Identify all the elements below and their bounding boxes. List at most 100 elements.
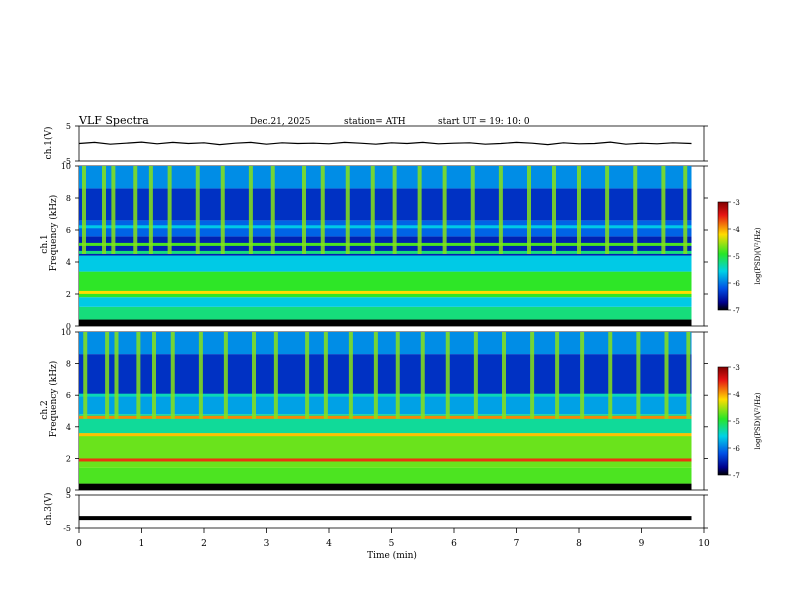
ch1-spec-channel-label: ch.1: [40, 234, 50, 253]
spec2-burst-20: [555, 332, 560, 419]
spec2-burst-12: [348, 332, 353, 419]
time-tick-label-3: 3: [264, 539, 270, 549]
spec1-band-5: [79, 236, 692, 256]
spec2-colorbar-scale: [717, 366, 729, 476]
spec1-line-3: [79, 242, 692, 246]
spec1-band-1: [79, 306, 692, 320]
spec2-band-5: [79, 354, 692, 396]
spec2-burst-9: [273, 332, 278, 419]
spec2-line-3: [79, 415, 692, 419]
spec2-burst-2: [114, 332, 119, 419]
time-tick-label-6: 6: [451, 539, 457, 549]
spec1-ytick-label-2: 4: [66, 258, 71, 267]
spec2-burst-11: [323, 332, 328, 419]
spec2-burst-19: [530, 332, 535, 419]
spec1-band-7: [79, 188, 692, 221]
spec1-burst-23: [633, 166, 638, 254]
ch1-waveform-panel: 5 -5: [63, 122, 708, 166]
spec2-colorbar-tick-label-4: -7: [733, 472, 740, 480]
spec2-line-0: [79, 483, 692, 487]
spec1-line-2: [79, 250, 692, 254]
time-tick-label-0: 0: [76, 539, 82, 549]
spec2-burst-6: [198, 332, 203, 419]
spec1-burst-18: [498, 166, 503, 254]
time-tick-label-4: 4: [326, 539, 332, 549]
spec2-ytick-label-2: 4: [66, 423, 71, 432]
spec1-burst-25: [683, 166, 688, 254]
figure-title: VLF Spectra: [78, 114, 149, 127]
time-tick-label-7: 7: [514, 539, 520, 549]
spec2-band-4: [79, 395, 692, 415]
ch1-trace: [78, 141, 692, 146]
spec2-burst-3: [136, 332, 141, 419]
spec1-ytick-label-5: 10: [61, 162, 71, 171]
spec1-ytick-label-4: 8: [66, 194, 71, 203]
spec1-burst-3: [133, 166, 138, 254]
spec2-burst-25: [686, 332, 691, 419]
time-tick-label-10: 10: [698, 539, 710, 549]
ch3-ytick-label-1: -5: [63, 524, 71, 533]
spec2-band-0: [79, 483, 692, 490]
ch2-spec-ylabel: Frequency (kHz): [48, 361, 59, 438]
spec1-burst-7: [220, 166, 225, 254]
spec1-ytick-label-1: 2: [66, 290, 71, 299]
spec1-burst-20: [552, 166, 556, 254]
spec2-burst-22: [608, 332, 613, 419]
spec2-burst-14: [395, 332, 400, 419]
ch1-colorbar: -3 -4 -5 -6 -7: [717, 199, 740, 315]
ch1-spec-ylabel: Frequency (kHz): [48, 195, 59, 272]
spec2-colorbar-tick-label-2: -5: [733, 418, 740, 426]
spec2-burst-15: [420, 332, 425, 419]
time-tick-label-1: 1: [139, 539, 145, 549]
spec1-burst-2: [111, 166, 116, 254]
spec1-burst-1: [102, 166, 106, 254]
spec1-ytick-label-0: 0: [66, 322, 71, 331]
spec1-burst-22: [605, 166, 610, 254]
spec2-burst-1: [105, 332, 110, 419]
time-tick-label-8: 8: [576, 539, 582, 549]
spec2-band-1: [79, 467, 692, 484]
spec1-ytick-label-3: 6: [66, 226, 71, 235]
spec2-band-6: [79, 332, 692, 355]
ch1-spectrogram-panel: 0 2 4 6 8 10: [61, 162, 708, 331]
time-axis: 0 1 2 3 4 5 6 7 8 9 10: [76, 528, 710, 549]
spec2-burst-0: [83, 332, 88, 419]
spec1-colorbar-tick-label-2: -5: [733, 253, 740, 261]
ch3-ytick-label-0: 5: [66, 491, 71, 500]
spec1-burst-17: [470, 166, 475, 254]
spec2-burst-4: [152, 332, 156, 419]
spec2-ytick-label-3: 6: [66, 391, 71, 400]
spec1-burst-10: [302, 166, 306, 254]
spec2-band-3: [79, 414, 692, 434]
ch2-colorbar-label: log(PSD)(V²/Hz): [754, 392, 762, 449]
spec1-burst-8: [248, 166, 253, 254]
ch1-colorbar-label: log(PSD)(V²/Hz): [754, 227, 762, 284]
spec2-ytick-label-1: 2: [66, 454, 71, 463]
spec2-burst-18: [502, 332, 506, 419]
ch1-ylabel: ch.1(V): [43, 127, 54, 160]
spec1-band-8: [79, 166, 692, 189]
spec2-burst-5: [170, 332, 175, 419]
spec1-burst-5: [167, 166, 172, 254]
time-tick-label-9: 9: [639, 539, 645, 549]
spec1-band-4: [79, 255, 692, 272]
spec1-burst-15: [417, 166, 422, 254]
spec2-band-2: [79, 433, 692, 468]
ch2-spec-channel-label: ch.2: [40, 400, 50, 419]
ch2-spectrogram-panel: 0 2 4 6 8 10: [61, 328, 708, 495]
spec1-colorbar-tick-label-0: -3: [733, 199, 740, 207]
spec2-burst-8: [252, 332, 256, 419]
spec2-colorbar-tick-label-1: -4: [733, 391, 740, 399]
spec1-colorbar-tick-label-4: -7: [733, 307, 740, 315]
spec2-burst-10: [305, 332, 310, 419]
spec1-colorbar-tick-label-3: -6: [733, 280, 740, 288]
spec1-burst-16: [442, 166, 447, 254]
spec1-band-0: [79, 319, 692, 326]
time-tick-label-5: 5: [389, 539, 395, 549]
spec1-colorbar-tick-label-1: -4: [733, 226, 740, 234]
ch3-frame: [78, 494, 705, 529]
ch1-ytick-label-0: 5: [66, 122, 71, 131]
station-label: station= ATH: [344, 117, 406, 127]
spec1-burst-21: [577, 166, 581, 254]
